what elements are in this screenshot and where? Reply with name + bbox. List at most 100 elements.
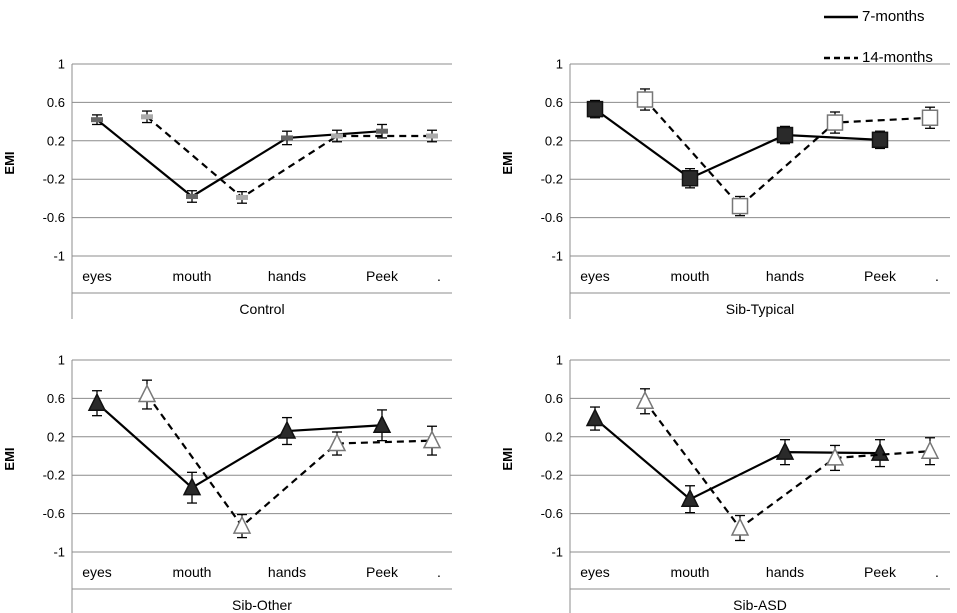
data-point xyxy=(920,440,940,459)
y-axis-label: EMI xyxy=(2,447,17,470)
y-tick-label: 0.2 xyxy=(545,429,563,444)
data-point xyxy=(141,114,153,120)
x-tick-label: mouth xyxy=(173,564,212,580)
x-tick-label: . xyxy=(437,564,441,580)
y-tick-label: -1 xyxy=(551,249,563,264)
legend-swatch-solid xyxy=(824,15,858,19)
x-tick-label: Peek xyxy=(366,268,399,284)
y-tick-label: 1 xyxy=(58,57,65,72)
x-tick-label: . xyxy=(437,268,441,284)
x-tick-label: hands xyxy=(268,564,306,580)
x-axis-label: Sib-ASD xyxy=(733,597,787,613)
y-tick-label: 0.6 xyxy=(545,95,563,110)
legend: 7-months 14-months xyxy=(822,6,957,70)
data-point xyxy=(776,126,794,144)
x-tick-label: mouth xyxy=(173,268,212,284)
y-tick-label: 1 xyxy=(556,353,563,368)
data-point xyxy=(775,441,795,460)
series-line-dashed xyxy=(146,393,433,528)
y-tick-label: 0.6 xyxy=(545,391,563,406)
y-tick-label: -0.2 xyxy=(43,172,65,187)
y-tick-label: -0.6 xyxy=(541,210,563,225)
series-line-solid xyxy=(594,108,881,180)
x-tick-label: eyes xyxy=(580,564,610,580)
y-tick-label: -0.6 xyxy=(541,506,563,521)
data-point xyxy=(281,135,293,141)
y-tick-label: 1 xyxy=(58,353,65,368)
y-tick-label: -0.2 xyxy=(541,468,563,483)
legend-label-14-months: 14-months xyxy=(862,49,933,66)
data-point xyxy=(186,193,198,199)
y-axis-label: EMI xyxy=(2,151,17,174)
y-tick-label: 0.6 xyxy=(47,95,65,110)
y-tick-label: -1 xyxy=(53,545,65,560)
chart-panel-3: 1 0.6 0.2 -0.2 -0.6 -1 EMI eyes mouth hands Peek . S… xyxy=(2,353,452,613)
data-point xyxy=(331,133,343,139)
x-tick-label: eyes xyxy=(82,564,112,580)
x-tick-label: Peek xyxy=(864,564,897,580)
y-tick-label: -0.6 xyxy=(43,210,65,225)
y-tick-label: 0.6 xyxy=(47,391,65,406)
legend-swatch-dashed xyxy=(824,56,858,60)
y-tick-label: -1 xyxy=(53,249,65,264)
y-tick-label: -0.2 xyxy=(541,172,563,187)
x-tick-label: . xyxy=(935,564,939,580)
legend-label-7-months: 7-months xyxy=(862,8,925,25)
legend-item-7-months: 7-months xyxy=(822,6,957,28)
x-tick-label: mouth xyxy=(671,268,710,284)
x-axis-label: Sib-Typical xyxy=(726,301,794,317)
y-tick-label: -0.6 xyxy=(43,506,65,521)
y-tick-label: 0.2 xyxy=(545,133,563,148)
data-point xyxy=(137,383,157,403)
data-point xyxy=(426,133,438,139)
series-line-dashed xyxy=(146,115,432,199)
x-tick-label: hands xyxy=(268,268,306,284)
x-axis-label: Control xyxy=(239,301,284,317)
y-tick-label: -0.2 xyxy=(43,468,65,483)
x-tick-label: eyes xyxy=(580,268,610,284)
data-point xyxy=(232,515,252,534)
x-tick-label: hands xyxy=(766,268,804,284)
data-point xyxy=(91,117,103,123)
data-point xyxy=(327,432,347,452)
data-point xyxy=(635,390,655,410)
y-tick-label: 1 xyxy=(556,57,563,72)
data-point xyxy=(586,100,604,118)
y-tick-label: -1 xyxy=(551,545,563,560)
data-point xyxy=(681,169,699,187)
y-tick-label: 0.2 xyxy=(47,429,65,444)
x-axis-label: Sib-Other xyxy=(232,597,292,613)
y-tick-label: 0.2 xyxy=(47,133,65,148)
series-line-dashed xyxy=(644,98,931,208)
data-point xyxy=(376,128,388,134)
data-point xyxy=(731,197,749,215)
chart-panel-1: 1 0.6 0.2 -0.2 -0.6 -1 EMI eyes mouth hands Peek . C… xyxy=(2,57,452,319)
series-line-solid xyxy=(96,402,383,490)
data-point xyxy=(236,194,248,200)
y-axis-label: EMI xyxy=(500,447,515,470)
data-point xyxy=(730,517,750,536)
x-tick-label: . xyxy=(935,268,939,284)
y-axis-label: EMI xyxy=(500,151,515,174)
series-line-solid xyxy=(96,118,383,198)
x-tick-label: Peek xyxy=(864,268,897,284)
x-tick-label: hands xyxy=(766,564,804,580)
data-point xyxy=(680,488,700,507)
series-line-dashed xyxy=(644,400,931,530)
data-point xyxy=(277,420,297,439)
data-point xyxy=(422,429,442,449)
data-point xyxy=(825,447,845,466)
data-point xyxy=(921,109,939,127)
data-point xyxy=(871,131,889,149)
chart-panel-2: 1 0.6 0.2 -0.2 -0.6 -1 EMI eyes mouth hands Peek . S… xyxy=(500,57,950,319)
x-tick-label: mouth xyxy=(671,564,710,580)
data-point xyxy=(826,114,844,131)
data-point xyxy=(636,91,654,108)
data-point xyxy=(182,477,202,496)
x-tick-label: Peek xyxy=(366,564,399,580)
chart-panel-4: 1 0.6 0.2 -0.2 -0.6 -1 EMI eyes mouth hands Peek . S… xyxy=(500,353,950,613)
x-tick-label: eyes xyxy=(82,268,112,284)
data-point xyxy=(87,392,107,411)
data-point xyxy=(585,407,605,427)
